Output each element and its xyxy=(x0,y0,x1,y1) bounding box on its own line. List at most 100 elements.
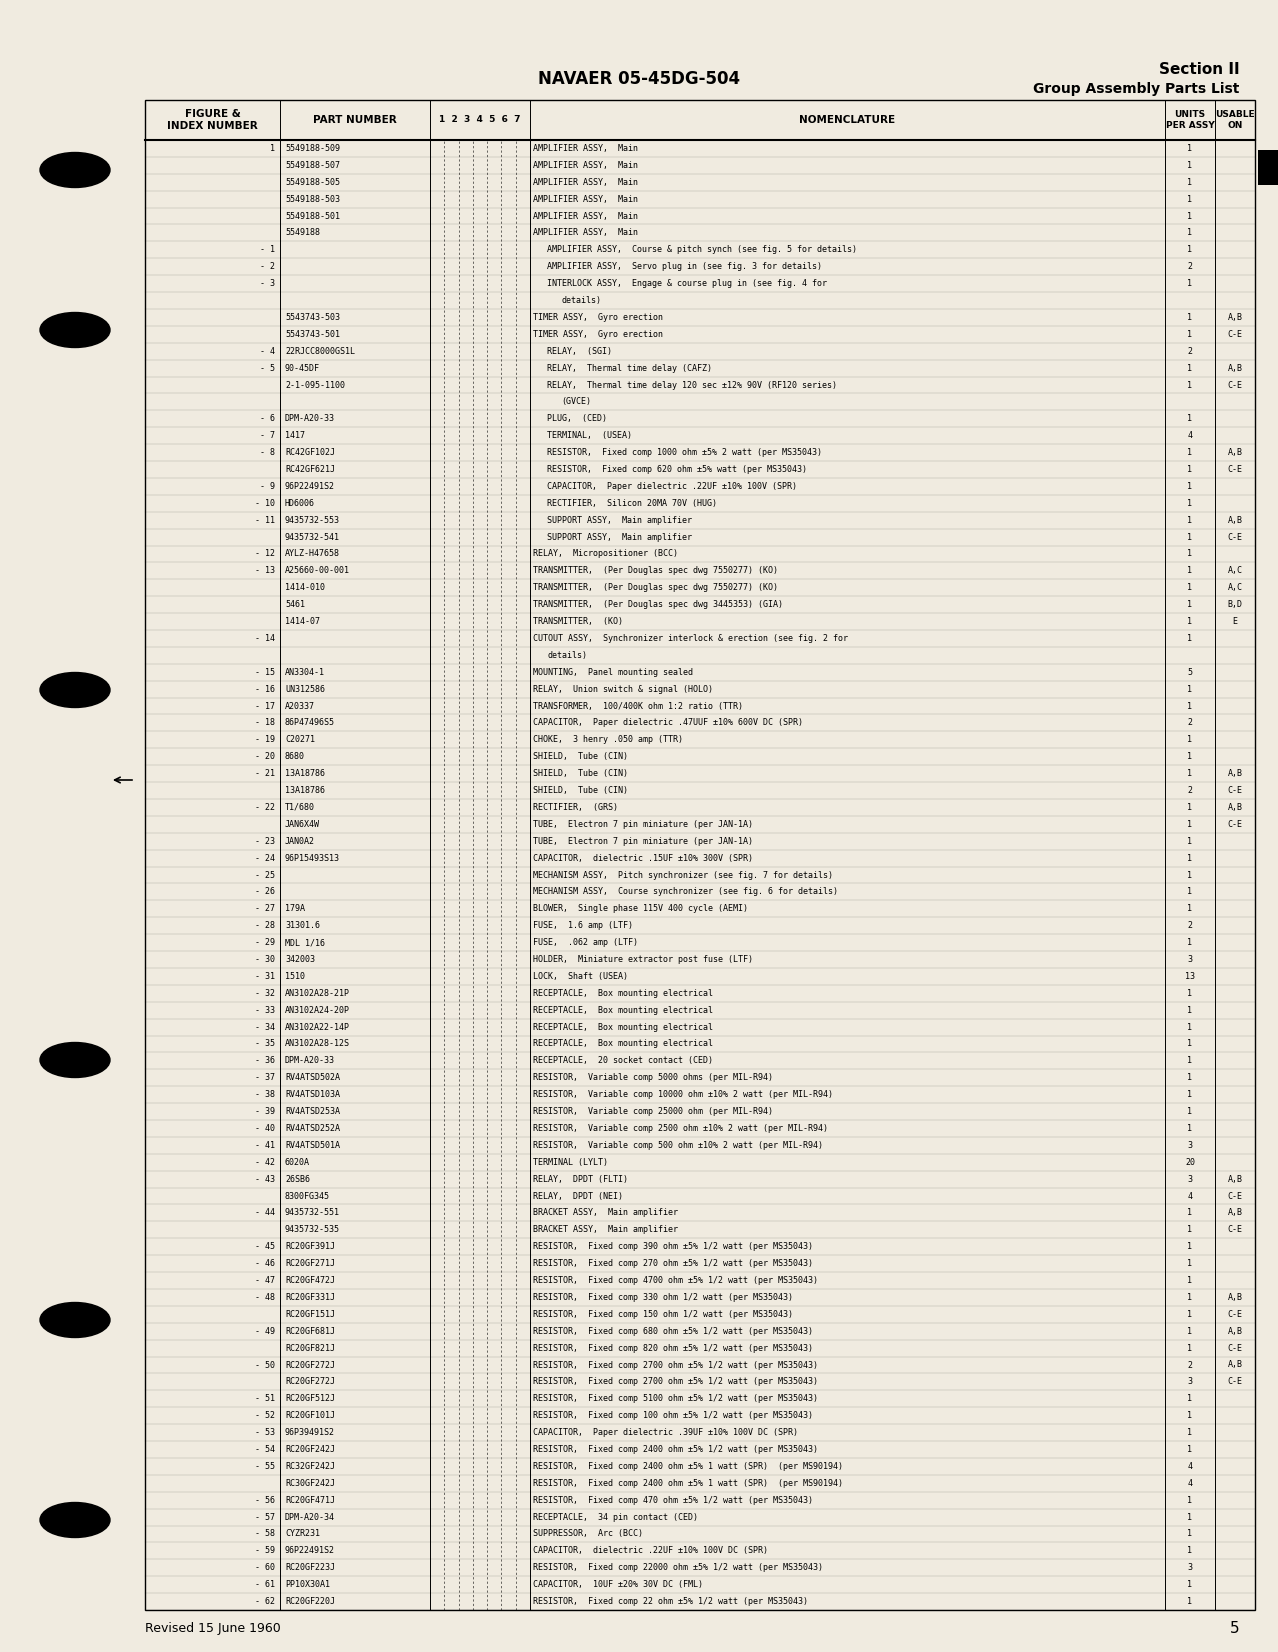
Text: - 61: - 61 xyxy=(256,1581,275,1589)
Text: USABLE
ON: USABLE ON xyxy=(1215,111,1255,131)
Text: 1: 1 xyxy=(1187,330,1192,339)
Text: C-E: C-E xyxy=(1227,819,1242,829)
Text: RESISTOR,  Fixed comp 100 ohm ±5% 1/2 watt (per MS35043): RESISTOR, Fixed comp 100 ohm ±5% 1/2 wat… xyxy=(533,1411,813,1421)
Text: 1: 1 xyxy=(1187,618,1192,626)
Text: RESISTOR,  Fixed comp 270 ohm ±5% 1/2 watt (per MS35043): RESISTOR, Fixed comp 270 ohm ±5% 1/2 wat… xyxy=(533,1259,813,1269)
Text: 31301.6: 31301.6 xyxy=(285,922,320,930)
Text: - 12: - 12 xyxy=(256,550,275,558)
Text: 13: 13 xyxy=(1185,971,1195,981)
Text: A,C: A,C xyxy=(1227,567,1242,575)
Text: CAPACITOR,  dielectric .22UF ±10% 100V DC (SPR): CAPACITOR, dielectric .22UF ±10% 100V DC… xyxy=(533,1546,768,1556)
Text: C-E: C-E xyxy=(1227,1226,1242,1234)
Text: RC20GF272J: RC20GF272J xyxy=(285,1378,335,1386)
Text: A,B: A,B xyxy=(1227,1175,1242,1183)
Text: - 1: - 1 xyxy=(259,246,275,254)
Text: 1414-010: 1414-010 xyxy=(285,583,325,593)
Ellipse shape xyxy=(40,1042,110,1077)
Text: 1: 1 xyxy=(1187,144,1192,154)
Text: FUSE,  .062 amp (LTF): FUSE, .062 amp (LTF) xyxy=(533,938,638,947)
Text: 5549188-503: 5549188-503 xyxy=(285,195,340,203)
Text: RC42GF102J: RC42GF102J xyxy=(285,448,335,458)
Text: - 36: - 36 xyxy=(256,1056,275,1066)
Text: TERMINAL,  (USEA): TERMINAL, (USEA) xyxy=(547,431,633,439)
Text: RELAY,  Micropositioner (BCC): RELAY, Micropositioner (BCC) xyxy=(533,550,679,558)
Text: 1: 1 xyxy=(1187,1310,1192,1318)
Text: 3: 3 xyxy=(1187,1378,1192,1386)
Text: 1: 1 xyxy=(1187,938,1192,947)
Text: RECTIFIER,  Silicon 20MA 70V (HUG): RECTIFIER, Silicon 20MA 70V (HUG) xyxy=(547,499,717,507)
Text: 86P47496S5: 86P47496S5 xyxy=(285,719,335,727)
Text: 1: 1 xyxy=(1187,871,1192,879)
Text: C-E: C-E xyxy=(1227,532,1242,542)
Text: AN3102A28-12S: AN3102A28-12S xyxy=(285,1039,350,1049)
Text: 1: 1 xyxy=(1187,803,1192,811)
Text: 1: 1 xyxy=(1187,1581,1192,1589)
Text: 1: 1 xyxy=(1187,1446,1192,1454)
Text: - 28: - 28 xyxy=(256,922,275,930)
Text: 1: 1 xyxy=(1187,819,1192,829)
Text: C20271: C20271 xyxy=(285,735,314,745)
Text: 1: 1 xyxy=(1187,567,1192,575)
Text: TRANSFORMER,  100/400K ohm 1:2 ratio (TTR): TRANSFORMER, 100/400K ohm 1:2 ratio (TTR… xyxy=(533,702,743,710)
Text: - 46: - 46 xyxy=(256,1259,275,1269)
Text: AMPLIFIER ASSY,  Main: AMPLIFIER ASSY, Main xyxy=(533,160,638,170)
Text: 1: 1 xyxy=(1187,532,1192,542)
Text: DPM-A20-33: DPM-A20-33 xyxy=(285,1056,335,1066)
Text: RC20GF151J: RC20GF151J xyxy=(285,1310,335,1318)
Text: PP10X30A1: PP10X30A1 xyxy=(285,1581,330,1589)
Text: 90-45DF: 90-45DF xyxy=(285,363,320,373)
Text: RC20GF242J: RC20GF242J xyxy=(285,1446,335,1454)
Text: 1: 1 xyxy=(1187,448,1192,458)
Text: RC32GF242J: RC32GF242J xyxy=(285,1462,335,1470)
Text: AN3102A24-20P: AN3102A24-20P xyxy=(285,1006,350,1014)
Text: - 54: - 54 xyxy=(256,1446,275,1454)
Text: A,B: A,B xyxy=(1227,1208,1242,1218)
Text: 4: 4 xyxy=(1187,431,1192,439)
Text: A,B: A,B xyxy=(1227,448,1242,458)
Text: A25660-00-001: A25660-00-001 xyxy=(285,567,350,575)
Text: CUTOUT ASSY,  Synchronizer interlock & erection (see fig. 2 for: CUTOUT ASSY, Synchronizer interlock & er… xyxy=(533,634,849,643)
Text: 9435732-541: 9435732-541 xyxy=(285,532,340,542)
Text: - 6: - 6 xyxy=(259,415,275,423)
Text: RC20GF512J: RC20GF512J xyxy=(285,1394,335,1403)
Text: FIGURE &
INDEX NUMBER: FIGURE & INDEX NUMBER xyxy=(167,109,258,131)
Text: AMPLIFIER ASSY,  Servo plug in (see fig. 3 for details): AMPLIFIER ASSY, Servo plug in (see fig. … xyxy=(547,263,822,271)
Text: 1: 1 xyxy=(1187,1123,1192,1133)
Text: RESISTOR,  Fixed comp 820 ohm ±5% 1/2 watt (per MS35043): RESISTOR, Fixed comp 820 ohm ±5% 1/2 wat… xyxy=(533,1343,813,1353)
Text: RESISTOR,  Fixed comp 2700 ohm ±5% 1/2 watt (per MS35043): RESISTOR, Fixed comp 2700 ohm ±5% 1/2 wa… xyxy=(533,1378,818,1386)
Text: MOUNTING,  Panel mounting sealed: MOUNTING, Panel mounting sealed xyxy=(533,667,693,677)
Text: 3: 3 xyxy=(1187,1142,1192,1150)
Text: 2: 2 xyxy=(1187,1361,1192,1370)
Text: - 8: - 8 xyxy=(259,448,275,458)
Text: 1: 1 xyxy=(1187,735,1192,745)
Text: RECEPTACLE,  Box mounting electrical: RECEPTACLE, Box mounting electrical xyxy=(533,990,713,998)
Text: 1: 1 xyxy=(1187,499,1192,507)
Text: 1: 1 xyxy=(1187,1090,1192,1099)
Text: 2-1-095-1100: 2-1-095-1100 xyxy=(285,380,345,390)
Text: RV4ATSD501A: RV4ATSD501A xyxy=(285,1142,340,1150)
Text: 5549188: 5549188 xyxy=(285,228,320,238)
Text: 1: 1 xyxy=(1187,1530,1192,1538)
Text: RC20GF471J: RC20GF471J xyxy=(285,1495,335,1505)
Text: 1: 1 xyxy=(1187,1039,1192,1049)
Text: RECEPTACLE,  Box mounting electrical: RECEPTACLE, Box mounting electrical xyxy=(533,1006,713,1014)
Text: RC20GF331J: RC20GF331J xyxy=(285,1294,335,1302)
Text: - 16: - 16 xyxy=(256,684,275,694)
Text: - 27: - 27 xyxy=(256,904,275,914)
Text: AMPLIFIER ASSY,  Course & pitch synch (see fig. 5 for details): AMPLIFIER ASSY, Course & pitch synch (se… xyxy=(547,246,858,254)
Text: RESISTOR,  Fixed comp 620 ohm ±5% watt (per MS35043): RESISTOR, Fixed comp 620 ohm ±5% watt (p… xyxy=(547,464,808,474)
Text: 1: 1 xyxy=(1187,836,1192,846)
Text: 1: 1 xyxy=(1187,887,1192,897)
Text: NAVAER 05-45DG-504: NAVAER 05-45DG-504 xyxy=(538,69,740,88)
Text: RECEPTACLE,  34 pin contact (CED): RECEPTACLE, 34 pin contact (CED) xyxy=(533,1513,698,1521)
Text: 2: 2 xyxy=(1187,719,1192,727)
Text: 1: 1 xyxy=(1187,312,1192,322)
Text: E: E xyxy=(1232,618,1237,626)
Text: DPM-A20-33: DPM-A20-33 xyxy=(285,415,335,423)
Text: - 50: - 50 xyxy=(256,1361,275,1370)
Text: 1: 1 xyxy=(1187,279,1192,287)
Text: 1: 1 xyxy=(1187,684,1192,694)
Text: - 9: - 9 xyxy=(259,482,275,491)
Text: - 30: - 30 xyxy=(256,955,275,965)
Text: - 4: - 4 xyxy=(259,347,275,355)
